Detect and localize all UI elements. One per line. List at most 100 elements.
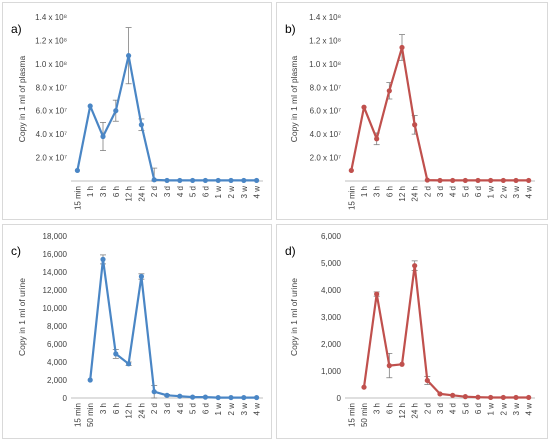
data-point — [74, 167, 80, 174]
x-tick-label: 3 w — [240, 186, 249, 199]
series-line — [89, 258, 257, 399]
y-tick-label: 1.2 x 10⁸ — [309, 36, 341, 45]
data-point — [190, 177, 196, 184]
data-point — [513, 177, 519, 184]
x-tick-label: 2 d — [423, 186, 432, 197]
panel-label: a) — [11, 22, 22, 36]
x-tick-label: 3 d — [436, 186, 445, 197]
x-tick-label: 15 min — [347, 186, 356, 210]
data-point — [475, 394, 481, 400]
x-tick-label: 3 d — [163, 186, 172, 197]
x-tick-label: 15 min — [347, 403, 356, 427]
x-tick-label: 12 h — [398, 403, 407, 419]
y-tick-label: 1.4 x 10⁸ — [35, 13, 67, 22]
x-tick-label: 3 d — [436, 403, 445, 414]
y-tick-label: 14,000 — [43, 268, 68, 277]
x-tick-label: 50 min — [360, 403, 369, 427]
data-point — [254, 394, 260, 401]
data-point — [87, 103, 93, 109]
data-point — [138, 273, 144, 280]
x-tick-label: 12 h — [125, 403, 134, 419]
x-tick-label: 4 d — [176, 186, 185, 197]
data-point — [138, 122, 144, 128]
data-point — [215, 394, 221, 401]
data-point — [513, 394, 519, 401]
y-tick-label: 12,000 — [43, 286, 68, 295]
x-tick-label: 1 h — [360, 186, 369, 197]
x-tick-label: 1 w — [487, 403, 496, 416]
x-tick-label: 5 d — [189, 186, 198, 197]
data-point — [190, 394, 196, 400]
data-point — [177, 177, 183, 184]
y-tick-label: 4,000 — [47, 358, 68, 367]
x-tick-label: 2 w — [499, 403, 508, 416]
x-tick-label: 6 h — [385, 403, 394, 414]
data-point — [462, 177, 468, 184]
x-tick-label: 24 h — [411, 186, 420, 202]
data-point — [374, 136, 380, 142]
data-point — [228, 177, 234, 184]
x-tick-label: 5 d — [189, 403, 198, 414]
x-tick-label: 4 w — [253, 403, 262, 416]
y-tick-label: 8.0 x 10⁷ — [36, 83, 67, 92]
y-tick-label: 6,000 — [321, 232, 342, 241]
y-tick-label: 16,000 — [43, 250, 68, 259]
data-point — [126, 361, 132, 367]
data-point — [241, 394, 247, 401]
panel-label: d) — [285, 244, 296, 258]
x-tick-label: 24 h — [137, 186, 146, 202]
y-tick-label: 18,000 — [43, 232, 68, 241]
x-tick-label: 3 w — [512, 403, 521, 416]
y-tick-label: 1.0 x 10⁸ — [309, 60, 341, 69]
panel-label: b) — [285, 22, 296, 36]
data-point — [500, 177, 506, 184]
panel-label: c) — [11, 244, 21, 258]
data-point — [113, 351, 119, 357]
y-tick-label: 6.0 x 10⁷ — [310, 107, 341, 116]
y-tick-label: 1.2 x 10⁸ — [35, 36, 67, 45]
x-tick-label: 6 d — [474, 403, 483, 414]
y-tick-label: 3,000 — [321, 313, 342, 322]
x-tick-label: 24 h — [137, 403, 146, 419]
x-tick-label: 5 d — [461, 403, 470, 414]
x-tick-label: 2 d — [150, 403, 159, 414]
chart-svg: b) Copy in 1 ml of plasma 2.0 x 10⁷ 4.0 x 1… — [285, 13, 535, 210]
data-point — [202, 177, 208, 184]
y-tick-label: 1.0 x 10⁸ — [35, 60, 67, 69]
x-tick-label: 3 w — [512, 186, 521, 199]
data-point — [228, 394, 234, 401]
y-tick-label: 1,000 — [321, 367, 342, 376]
x-tick-label: 50 min — [86, 403, 95, 427]
x-tick-label: 2 w — [227, 403, 236, 416]
data-point — [151, 389, 157, 395]
data-point — [202, 394, 208, 400]
x-tick-label: 12 h — [125, 186, 134, 202]
x-tick-label: 1 w — [214, 403, 223, 416]
x-tick-label: 6 d — [474, 186, 483, 197]
data-point — [424, 177, 430, 183]
data-point — [450, 177, 456, 184]
x-tick-label: 15 min — [73, 403, 82, 427]
x-tick-label: 6 d — [201, 403, 210, 414]
data-point — [151, 177, 157, 183]
y-tick-label: 4,000 — [321, 286, 342, 295]
data-point — [100, 133, 106, 140]
x-tick-label: 15 min — [73, 186, 82, 210]
x-tick-label: 4 d — [449, 186, 458, 197]
data-point — [215, 177, 221, 184]
y-axis-label: Copy in 1 ml of plasma — [289, 56, 299, 143]
data-point — [361, 384, 367, 390]
y-axis-label: Copy in 1 ml of urine — [17, 278, 27, 356]
x-tick-label: 24 h — [411, 403, 420, 419]
y-tick-label: 4.0 x 10⁷ — [310, 130, 341, 139]
x-tick-label: 3 h — [99, 403, 108, 414]
x-tick-label: 4 w — [525, 186, 534, 199]
y-axis-label: Copy in 1 ml of plasma — [17, 56, 27, 143]
y-tick-label: 8.0 x 10⁷ — [310, 83, 341, 92]
data-point — [100, 256, 106, 262]
data-point — [500, 394, 506, 401]
data-point — [526, 394, 532, 401]
data-point — [386, 88, 392, 94]
y-tick-label: 4.0 x 10⁷ — [36, 130, 67, 139]
